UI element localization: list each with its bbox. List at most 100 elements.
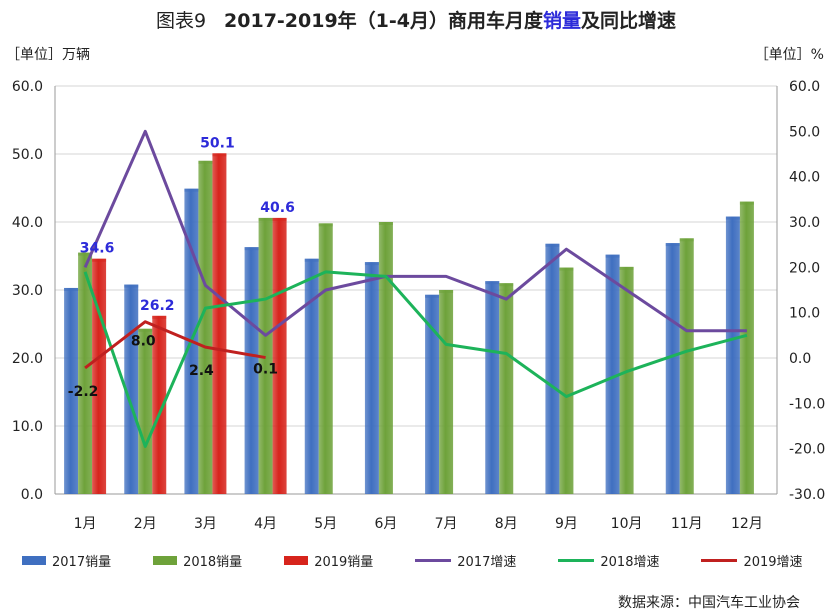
legend-swatch (284, 555, 309, 565)
legend-label: 2019销量 (314, 554, 374, 570)
x-tick-label: 7月 (435, 516, 458, 532)
left-tick-label: 60.0 (12, 79, 43, 95)
source-note: 数据来源：中国汽车工业协会 (618, 595, 800, 611)
right-axis-unit: ［单位］% (754, 47, 824, 63)
bar-cap (124, 284, 139, 288)
right-tick-label: 40.0 (789, 170, 820, 186)
series-line (84, 320, 266, 370)
right-tick-label: 10.0 (789, 306, 820, 322)
bar (92, 258, 107, 494)
left-tick-label: 40.0 (12, 215, 43, 231)
bar-cap (679, 238, 694, 242)
x-tick-label: 4月 (254, 516, 277, 532)
x-tick-label: 3月 (194, 516, 217, 532)
title-suffix: 及同比增速 (581, 10, 677, 32)
bar (378, 222, 393, 494)
bar (152, 315, 167, 494)
bar (364, 262, 379, 494)
bar-cap (258, 217, 273, 221)
bar-cap (304, 258, 319, 262)
bar (198, 160, 213, 495)
bar-cap (665, 243, 680, 247)
bar (304, 258, 319, 494)
bar (212, 153, 227, 494)
legend-swatch (22, 555, 46, 565)
legend-swatch (701, 558, 738, 562)
right-tick-label: 0.0 (789, 351, 811, 367)
bar (679, 238, 694, 494)
bar (64, 287, 79, 494)
left-tick-label: 30.0 (12, 283, 43, 299)
bar (138, 328, 153, 494)
bar (665, 243, 680, 494)
legend-swatch (153, 555, 178, 565)
bar (545, 243, 560, 494)
bar-cap (725, 216, 740, 220)
title-accent: 销量 (543, 10, 582, 32)
left-tick-label: 50.0 (12, 147, 43, 163)
bar (605, 254, 620, 494)
series-line (83, 270, 748, 448)
combo-chart: 0.0 10.0 20.0 30.0 40.0 50.0 60.0 -30.0 -20.0 -10… (12, 79, 825, 532)
bar-cap (364, 262, 379, 266)
legend-item: 2017销量 (22, 551, 111, 570)
legend-item: 2017增速 (415, 551, 516, 570)
right-tick-label: 20.0 (789, 260, 820, 276)
bar-cap (619, 266, 634, 270)
x-tick-label: 5月 (314, 516, 337, 532)
left-tick-label: 0.0 (21, 487, 43, 503)
bar-cap (138, 328, 153, 332)
x-tick-label: 2月 (134, 516, 157, 532)
x-tick-label: 6月 (374, 516, 397, 532)
bar (318, 223, 333, 495)
legend-item: 2018销量 (153, 551, 242, 570)
legend-item: 2019增速 (701, 551, 803, 570)
x-tick-label: 8月 (495, 516, 518, 532)
bar (272, 217, 287, 495)
bar-cap (152, 315, 167, 319)
chart-title: 图表9 2017-2019年（1-4月）商用车月度销量及同比增速 (0, 6, 832, 33)
bar (559, 267, 574, 494)
right-tick-label: -20.0 (789, 442, 825, 458)
bar-cap (425, 294, 440, 298)
legend: 2017销量 2018销量 2019销量 2017增速 2018增速 2019增速 (22, 549, 822, 571)
bar (78, 252, 93, 494)
bar-cap (545, 243, 560, 247)
legend-swatch (415, 558, 452, 562)
bar (425, 294, 440, 494)
legend-label: 2017销量 (52, 554, 112, 570)
left-axis-unit: ［单位］万辆 (6, 47, 90, 63)
bar-cap (485, 281, 500, 285)
bar (619, 266, 634, 494)
bar-data-label: 34.6 (80, 241, 115, 257)
x-tick-label: 1月 (74, 516, 97, 532)
legend-label: 2019增速 (743, 554, 803, 570)
bar-cap (272, 217, 287, 221)
bar-cap (605, 254, 620, 258)
bar (244, 247, 259, 494)
x-tick-label: 9月 (555, 516, 578, 532)
left-tick-label: 20.0 (12, 351, 43, 367)
bar-cap (318, 223, 333, 227)
x-tick-label: 10月 (611, 516, 643, 532)
bar-cap (378, 222, 393, 225)
bar-data-label: 26.2 (140, 298, 175, 314)
bar-cap (559, 267, 574, 271)
bar (485, 281, 500, 494)
line-data-label: 0.1 (253, 362, 278, 378)
legend-label: 2018销量 (183, 554, 243, 570)
right-tick-label: 50.0 (789, 124, 820, 140)
bar (739, 201, 754, 494)
x-tick-label: 12月 (731, 516, 763, 532)
legend-label: 2018增速 (600, 554, 660, 570)
bar-cap (439, 290, 454, 293)
title-main: 2017-2019年（1-4月）商用车月度 (224, 10, 544, 32)
bar-cap (78, 252, 93, 256)
left-tick-label: 10.0 (12, 419, 43, 435)
bar-cap (64, 287, 79, 291)
bar-cap (499, 283, 514, 287)
bar-cap (244, 247, 259, 251)
right-tick-label: 30.0 (789, 215, 820, 231)
right-tick-label: 60.0 (789, 79, 820, 95)
bar (439, 290, 454, 494)
